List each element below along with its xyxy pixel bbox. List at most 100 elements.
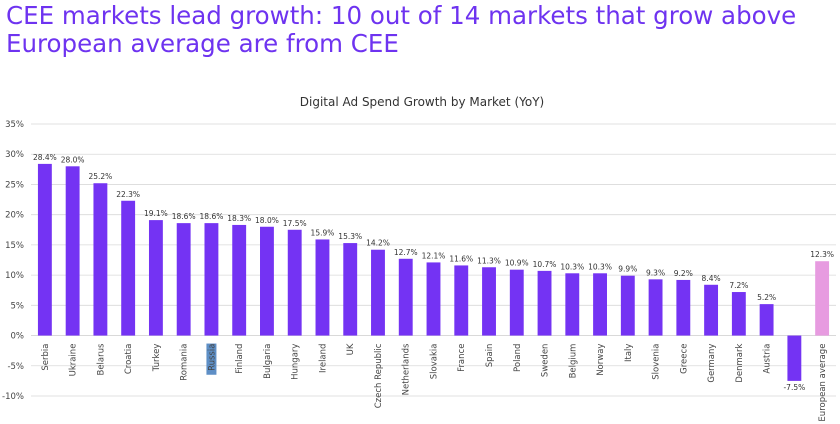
x-tick-label: Germany — [707, 344, 717, 383]
data-label: 9.3% — [646, 268, 665, 277]
x-tick-label: Russia — [207, 344, 217, 371]
bar — [176, 223, 191, 336]
data-label: 10.3% — [560, 262, 584, 271]
x-tick-label: Norway — [596, 344, 606, 376]
x-tick-label: Croatia — [124, 344, 134, 375]
chart-title: Digital Ad Spend Growth by Market (YoY) — [300, 95, 544, 109]
data-label: 15.3% — [338, 232, 362, 241]
x-tick-label: Belgium — [568, 344, 578, 379]
bar — [509, 269, 524, 336]
data-label: 12.1% — [422, 251, 446, 260]
y-tick-label: 5% — [11, 301, 25, 311]
x-tick-label: France — [457, 344, 467, 372]
data-label: 5.2% — [757, 293, 776, 302]
headline: CEE markets lead growth: 10 out of 14 ma… — [6, 1, 797, 58]
x-tick-label: Slovakia — [430, 344, 440, 380]
bar — [287, 229, 302, 336]
x-tick-label: Bulgaria — [263, 344, 273, 379]
y-tick-label: 25% — [5, 180, 24, 190]
bars — [37, 163, 830, 381]
bar — [204, 223, 219, 336]
x-tick-label: Hungary — [291, 344, 301, 380]
bar — [787, 335, 802, 381]
data-label: 18.6% — [172, 212, 196, 221]
bar — [398, 258, 413, 336]
bar — [648, 279, 663, 336]
bar — [426, 262, 441, 336]
tick-label-highlight — [206, 343, 217, 375]
data-label: 19.1% — [144, 209, 168, 218]
x-tick-label: Slovenia — [652, 344, 662, 380]
data-label: 15.9% — [311, 228, 335, 237]
x-tick-label: UK — [346, 343, 356, 355]
data-label: 28.4% — [33, 153, 57, 162]
bar — [704, 284, 719, 336]
bar — [537, 270, 552, 336]
x-tick-label: Serbia — [41, 344, 51, 371]
y-tick-label: 30% — [5, 150, 24, 160]
x-tick-label: Czech Republic — [374, 343, 384, 408]
bar — [593, 273, 607, 336]
x-tick-label: Italy — [624, 344, 634, 362]
y-tick-label: 10% — [5, 271, 24, 281]
bar — [343, 243, 358, 336]
data-labels: 28.4% 28.0%25.2%22.3%19.1% 18.6% 18.6% 18.3%… — [33, 153, 834, 392]
data-label: 28.0% — [61, 155, 85, 164]
y-tick-label: 0% — [11, 332, 25, 342]
y-axis-ticks: -10% -5% 0% 5% 10% 15% 20% 25% 30% 35% — [2, 120, 24, 402]
x-tick-label: Romania — [180, 344, 190, 381]
data-label: 25.2% — [88, 172, 112, 181]
x-tick-label: Sweden — [541, 344, 551, 378]
x-tick-label: Belarus — [96, 343, 106, 376]
data-label: 9.2% — [674, 269, 693, 278]
bar — [565, 273, 580, 336]
x-tick-label: Austria — [763, 344, 773, 374]
data-label: 9.9% — [618, 265, 637, 274]
x-tick-label: Ukraine — [69, 344, 79, 377]
data-label: -7.5% — [783, 383, 805, 392]
data-label: 17.5% — [283, 219, 307, 228]
y-tick-label: 15% — [5, 241, 24, 251]
data-label: 11.3% — [477, 256, 501, 265]
data-label: 12.7% — [394, 248, 418, 257]
data-label: 11.6% — [449, 254, 473, 263]
x-tick-label: Denmark — [735, 343, 745, 382]
bar — [148, 220, 163, 336]
bar — [315, 239, 330, 336]
bar — [93, 183, 108, 336]
bar — [620, 275, 635, 336]
data-label: 18.3% — [227, 214, 251, 223]
data-label: 10.9% — [505, 259, 529, 268]
bar — [260, 226, 274, 336]
bar — [731, 292, 746, 336]
data-label: 14.2% — [366, 239, 390, 248]
bar — [232, 224, 247, 336]
x-tick-label: Netherlands — [402, 343, 412, 395]
bar — [482, 267, 496, 336]
data-label: 18.6% — [200, 212, 224, 221]
y-tick-label: -10% — [2, 392, 24, 402]
x-axis-ticks: Serbia Ukraine Belarus Croatia Turkey Romania… — [41, 343, 828, 422]
bar — [121, 200, 136, 336]
x-tick-label: Turkey — [152, 344, 162, 373]
bar — [371, 249, 385, 336]
bar — [676, 279, 691, 336]
y-tick-label: 20% — [5, 211, 24, 221]
data-label: 12.3% — [810, 250, 834, 259]
data-label: 8.4% — [702, 274, 721, 283]
bar — [815, 261, 830, 336]
bar — [65, 166, 80, 336]
bar — [759, 304, 774, 336]
y-tick-label: 35% — [5, 120, 24, 130]
x-tick-label: Greece — [679, 344, 689, 374]
bar — [454, 265, 469, 336]
data-label: 10.7% — [533, 260, 557, 269]
data-label: 22.3% — [116, 190, 140, 199]
x-tick-label: Spain — [485, 344, 495, 368]
x-tick-label: Finland — [235, 344, 245, 374]
x-tick-label: Ireland — [318, 344, 328, 373]
x-tick-label: European average — [818, 344, 828, 422]
data-label: 10.3% — [588, 262, 612, 271]
y-tick-label: -5% — [7, 362, 24, 372]
